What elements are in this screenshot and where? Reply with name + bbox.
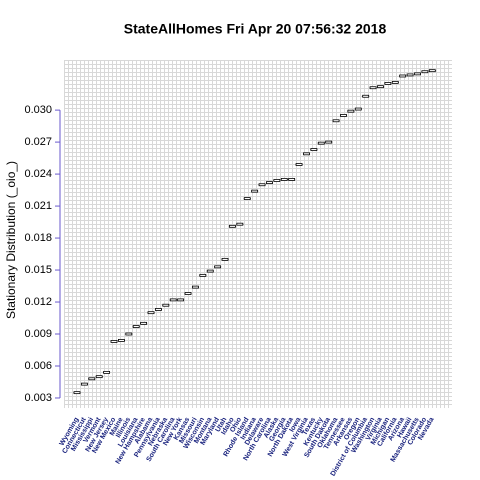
box: [266, 181, 273, 185]
box: [192, 285, 199, 289]
box: [221, 257, 229, 261]
box: [184, 292, 192, 295]
box: [243, 197, 251, 201]
box: [362, 94, 370, 98]
box: [325, 140, 333, 144]
box: [347, 109, 355, 113]
box: [110, 340, 118, 343]
y-tick-label: 0.024: [24, 168, 52, 180]
box: [421, 70, 429, 74]
box: [169, 298, 177, 302]
background-grid: [64, 60, 452, 408]
y-tick-label: 0.018: [24, 232, 52, 244]
box: [88, 377, 96, 381]
box: [414, 72, 421, 76]
box: [199, 273, 207, 277]
box: [125, 332, 133, 336]
box: [280, 178, 288, 181]
box: [369, 86, 377, 90]
box: [147, 311, 155, 315]
box: [236, 222, 244, 226]
box: [428, 69, 436, 73]
box: [258, 183, 266, 187]
box: [229, 224, 236, 228]
box: [206, 269, 214, 273]
y-tick-label: 0.006: [24, 360, 52, 372]
box: [399, 74, 407, 78]
box: [273, 179, 281, 182]
y-tick-label: 0.021: [24, 200, 52, 212]
box: [310, 148, 318, 151]
box: [155, 308, 162, 311]
box: [384, 82, 392, 85]
y-tick-label: 0.027: [24, 136, 52, 148]
box: [391, 80, 399, 84]
box: [214, 265, 222, 269]
box: [340, 114, 347, 117]
y-axis-label: Stationary Distribution (_oio_): [4, 161, 18, 319]
box: [317, 141, 325, 145]
box: [251, 189, 259, 193]
box: [303, 152, 310, 156]
y-tick-label: 0.030: [24, 104, 52, 116]
box: [332, 119, 340, 123]
box: [140, 321, 148, 325]
y-tick-label: 0.003: [24, 392, 52, 404]
box: [177, 298, 185, 302]
box: [118, 339, 125, 342]
box: [103, 370, 111, 374]
box: [162, 303, 170, 307]
chart-title: StateAllHomes Fri Apr 20 07:56:32 2018: [124, 21, 387, 37]
y-tick-label: 0.012: [24, 296, 52, 308]
box: [288, 178, 296, 181]
y-tick-label: 0.015: [24, 264, 52, 276]
box: [73, 391, 81, 395]
box: [377, 85, 384, 89]
box: [406, 73, 414, 77]
box: [81, 382, 88, 386]
box: [95, 375, 103, 379]
box: [295, 163, 303, 166]
y-tick-label: 0.009: [24, 328, 52, 340]
box: [132, 325, 140, 328]
box: [354, 107, 362, 111]
